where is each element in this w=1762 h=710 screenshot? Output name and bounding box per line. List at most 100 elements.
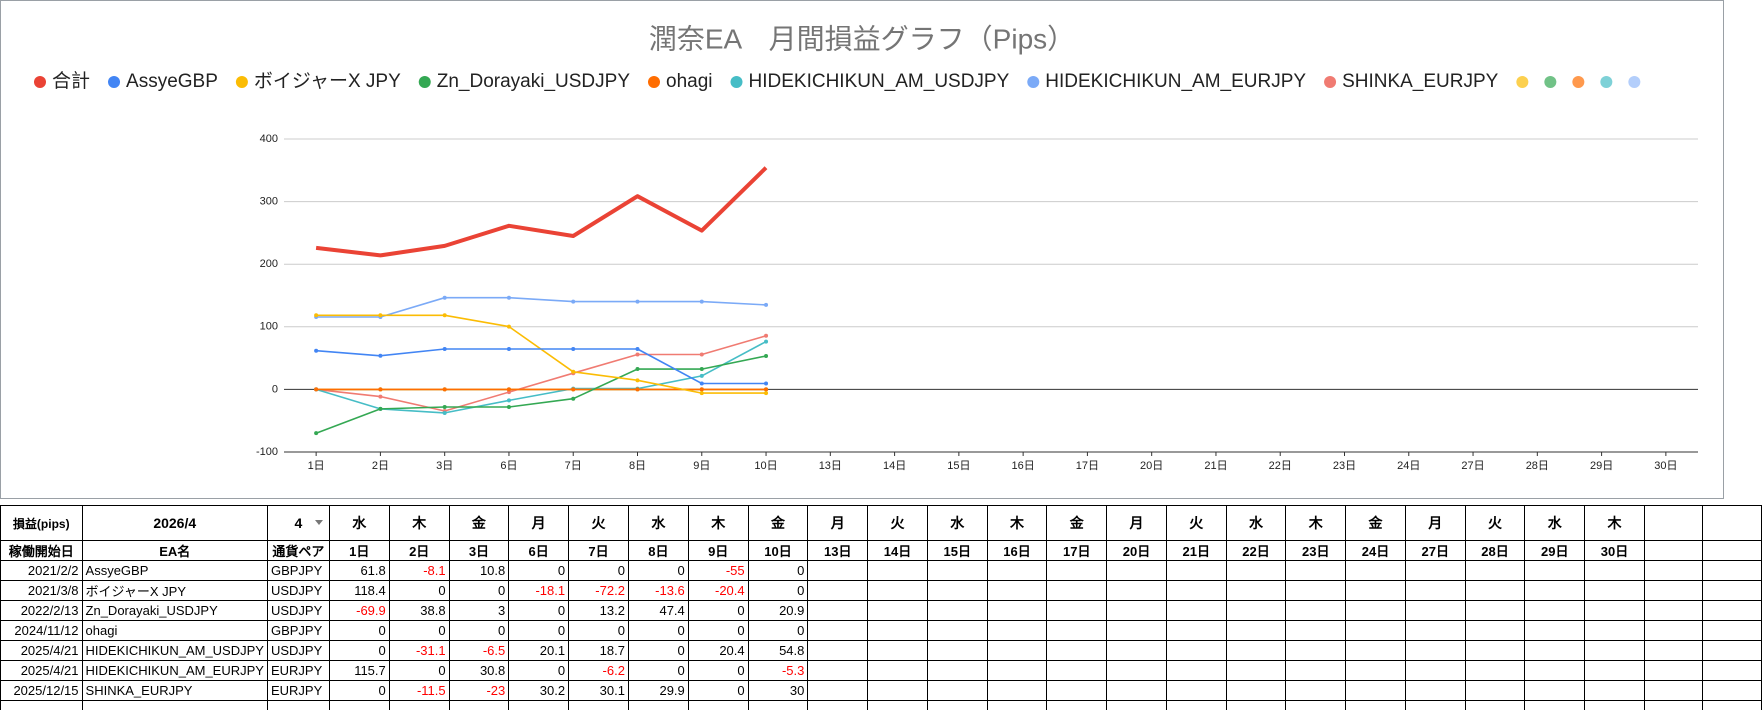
empty-cell [1225,600,1287,621]
empty-cell [1524,640,1586,661]
empty-cell [1165,600,1227,621]
date-header: 9日 [687,540,749,561]
empty-cell [807,680,869,701]
empty-cell [1643,620,1704,641]
empty-cell [1285,660,1347,681]
pips-value: -72.2 [568,580,629,601]
empty-cell [867,580,928,601]
empty-cell [1345,620,1406,641]
empty-cell [687,700,749,710]
empty-cell [1165,660,1227,681]
legend-label: ohagi [666,71,713,92]
empty-cell [1404,580,1466,601]
empty-cell [1702,700,1762,710]
dropdown-arrow [314,520,323,525]
pips-value: 38.8 [388,600,450,621]
pips-value: 61.8 [328,560,390,581]
empty-cell [1702,600,1762,621]
weekday-header: 水 [1524,505,1586,541]
table-row: 2024/11/12 ohagi GBPJPY 0 0 0 0 0 0 0 0 [0,620,1762,641]
empty-cell [1643,600,1704,621]
data-point [635,299,640,304]
table-row: 2025/12/15 SHINKA_EURJPY EURJPY 0 -11.5 -23 30… [0,680,1762,701]
ea-name: Zn_Dorayaki_USDJPY [81,600,268,621]
empty-cell [1046,620,1108,641]
empty-cell [1464,700,1526,710]
date-header: 17日 [1046,540,1108,561]
empty-cell [986,620,1048,641]
empty-cell [1643,680,1704,701]
data-point [314,348,319,353]
legend-marker [1600,76,1613,88]
pips-value: -55 [687,560,749,581]
table-row: 2025/4/21 HIDEKICHIKUN_AM_USDJPY USDJPY 0 -3… [0,640,1762,661]
data-point [635,387,640,392]
data-point [571,396,576,401]
pips-value: 0 [687,660,749,681]
empty-cell [1643,640,1704,661]
empty-cell [926,580,988,601]
month-selector[interactable]: 4 [266,505,330,541]
empty-cell [1702,620,1762,641]
date-header: 7日 [568,540,629,561]
x-tick-label: 1日 [308,460,325,472]
pips-value: 20.1 [508,640,570,661]
pips-value: 0 [627,640,689,661]
pips-value: 20.9 [747,600,809,621]
empty-cell [1404,620,1466,641]
pips-value: 30.8 [448,660,510,681]
pips-value: -5.3 [747,660,809,681]
date-header: 30日 [1584,540,1645,561]
month-label: 2026/4 [81,505,268,541]
empty-cell [867,620,928,641]
date-header: 8日 [627,540,689,561]
pips-value: 18.7 [568,640,629,661]
empty-cell [1225,640,1287,661]
pips-value: 0 [448,620,510,641]
x-tick-label: 29日 [1590,460,1613,472]
weekday-header: 木 [1584,505,1645,541]
legend-marker [1628,76,1641,88]
legend-label: HIDEKICHIKUN_AM_EURJPY [1045,71,1306,92]
data-point [442,410,447,415]
data-point [378,406,383,411]
data-point [699,381,704,386]
pips-value: 54.8 [747,640,809,661]
empty-cell [1165,640,1227,661]
y-tick-label: -100 [256,446,278,458]
pips-value: 30.2 [508,680,570,701]
empty-cell [1524,560,1586,581]
chart: 潤奈EA 月間損益グラフ（Pips） 合計 AssyeGBP ボイジャーX JPY Z… [0,0,1724,499]
empty-cell [1584,660,1645,681]
data-point [378,387,383,392]
weekday-header: 水 [627,505,689,541]
empty-cell [1285,600,1347,621]
data-point [571,347,576,352]
pips-value: 29.9 [627,680,689,701]
empty-cell [1643,540,1704,561]
currency-pair: EURJPY [266,680,330,701]
data-point [314,313,319,318]
empty-cell [926,620,988,641]
y-tick-label: 0 [272,383,278,395]
empty-cell [0,700,83,710]
empty-cell [1345,560,1406,581]
empty-cell [1225,620,1287,641]
series-line [315,166,768,258]
date-header: 14日 [867,540,928,561]
y-tick-label: 400 [260,133,278,145]
empty-cell [1464,560,1526,581]
pips-value: 0 [747,580,809,601]
currency-pair: EURJPY [266,660,330,681]
empty-cell [1225,580,1287,601]
x-tick-label: 2日 [372,460,389,472]
empty-cell [1106,620,1167,641]
empty-cell [1464,640,1526,661]
date-header: 1日 [328,540,390,561]
empty-cell [867,680,928,701]
empty-cell [1345,580,1406,601]
weekday-header: 火 [1165,505,1227,541]
data-point [635,378,640,383]
empty-cell [388,700,450,710]
legend-marker [1544,76,1557,88]
